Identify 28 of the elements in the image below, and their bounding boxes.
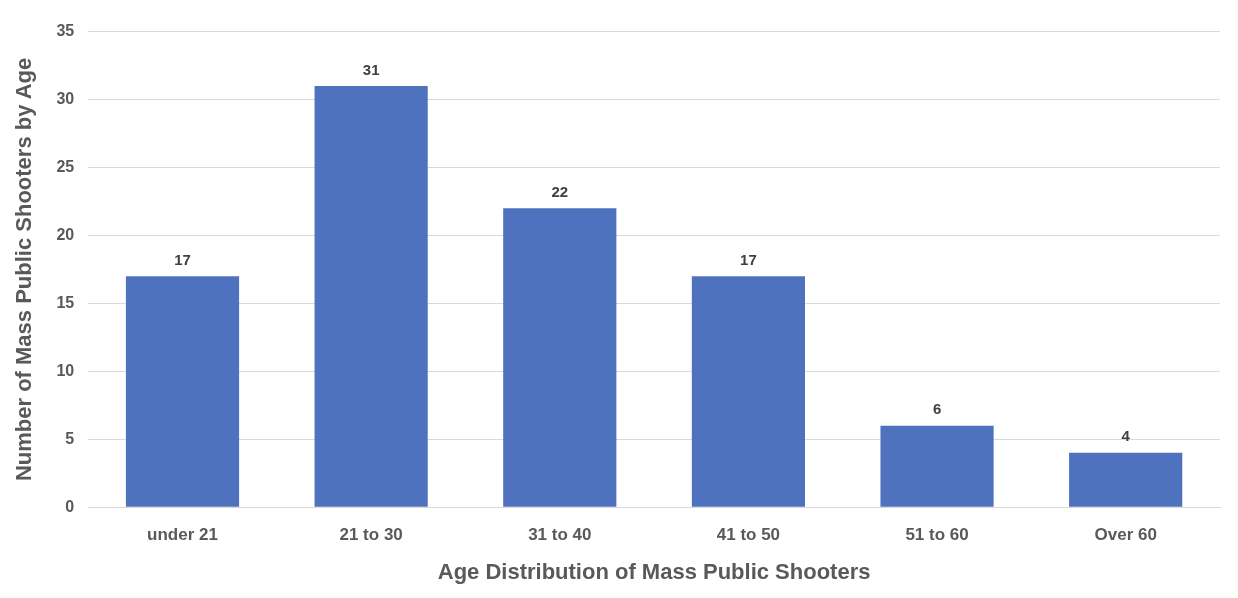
- y-axis-title: Number of Mass Public Shooters by Age: [11, 57, 37, 482]
- bar: [125, 276, 240, 507]
- y-tick-label: 10: [56, 361, 75, 379]
- x-tick-label: under 21: [147, 525, 218, 545]
- data-label: 17: [740, 250, 757, 268]
- x-tick-label: 31 to 40: [528, 525, 592, 545]
- x-axis-title: Age Distribution of Mass Public Shooters: [437, 558, 871, 584]
- x-tick-label: 21 to 30: [339, 525, 403, 545]
- bar: [503, 208, 617, 507]
- y-tick-label: 25: [56, 157, 75, 175]
- x-tick-label: 41 to 50: [716, 525, 781, 545]
- y-tick-label: 30: [56, 89, 75, 107]
- x-tick-label: Over 60: [1094, 525, 1157, 545]
- y-tick-label: 5: [65, 429, 75, 447]
- data-label: 17: [174, 250, 191, 268]
- data-label: 22: [551, 182, 569, 200]
- y-tick-label: 15: [56, 293, 75, 311]
- data-label: 6: [932, 400, 942, 418]
- data-label: 4: [1121, 427, 1131, 445]
- y-tick-label: 35: [56, 22, 75, 40]
- x-tick-label: 51 to 60: [905, 525, 969, 545]
- bar: [691, 276, 806, 507]
- bar: [1069, 452, 1183, 507]
- bar: [314, 85, 428, 507]
- bar: [880, 425, 994, 507]
- y-tick-label: 20: [56, 225, 75, 243]
- y-tick-label: 0: [65, 497, 75, 515]
- data-label: 31: [362, 60, 380, 78]
